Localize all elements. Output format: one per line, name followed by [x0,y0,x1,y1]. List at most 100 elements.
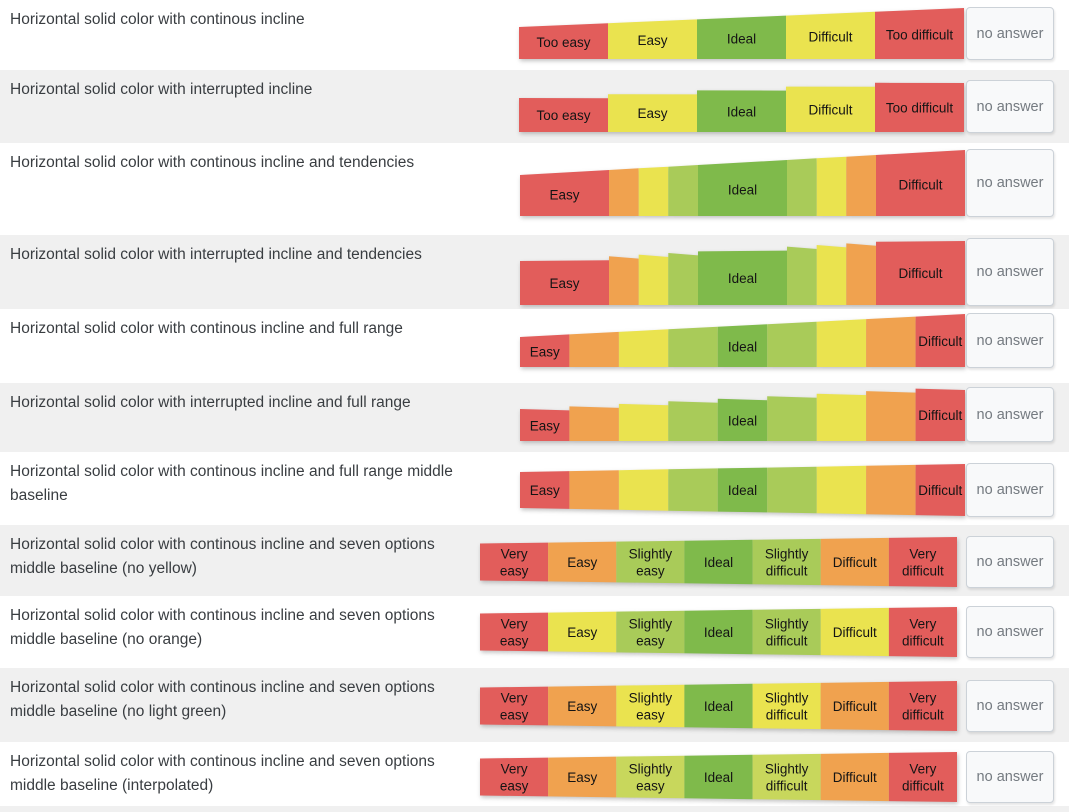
scale-option-unlabeled[interactable] [816,245,847,305]
scale-option-unlabeled[interactable] [668,326,718,367]
scale-option-slightly-difficult[interactable] [752,538,821,586]
no-answer-button[interactable]: no answer [966,680,1054,732]
scale-option-very-difficult[interactable] [888,537,957,587]
scale-option-ideal[interactable] [717,467,768,513]
scale-option-slightly-difficult[interactable] [752,682,821,730]
no-answer-button[interactable]: no answer [966,149,1054,217]
scale-option-unlabeled[interactable] [668,253,698,305]
scale-option-unlabeled[interactable] [609,256,639,305]
scale-option-unlabeled[interactable] [767,466,817,514]
scale-option-very-difficult[interactable] [888,681,957,731]
scale-option-unlabeled[interactable] [569,470,619,510]
no-answer-button[interactable]: no answer [966,606,1054,658]
scale-option-difficult[interactable] [915,464,965,516]
scale-option-slightly-easy[interactable] [616,610,685,654]
scale-option-easy[interactable] [548,541,617,583]
scale-option-easy[interactable] [520,334,570,367]
scale-option-slightly-difficult[interactable] [752,608,821,656]
scale-option-unlabeled[interactable] [816,393,867,441]
scale-option-unlabeled[interactable] [638,166,669,216]
scale-option-ideal[interactable] [684,609,753,655]
scale-option-unlabeled[interactable] [866,464,916,516]
scale-option-unlabeled[interactable] [668,165,698,216]
scale-option-easy[interactable] [520,471,570,509]
scale-option-unlabeled[interactable] [638,254,669,305]
scale-option-label: Easy [567,699,597,714]
scale-option-too-difficult[interactable] [875,8,964,59]
scale-option-difficult[interactable] [786,11,875,60]
scale-option-ideal[interactable] [698,160,787,216]
scale-option-difficult[interactable] [820,607,889,657]
scale-option-label: Ideal [704,625,733,640]
scale-option-slightly-easy[interactable] [616,755,685,799]
no-answer-button[interactable]: no answer [966,751,1054,803]
scale-option-ideal[interactable] [717,324,768,367]
scale-option-very-difficult[interactable] [888,607,957,657]
scale-option-unlabeled[interactable] [866,391,916,441]
scale-option-too-difficult[interactable] [875,82,964,132]
scale-option-very-easy[interactable] [480,686,549,726]
scale-option-ideal[interactable] [684,754,753,800]
scale-option-difficult[interactable] [876,241,965,305]
scale-option-unlabeled[interactable] [668,401,718,441]
scale-option-unlabeled[interactable] [787,158,817,216]
scale-option-unlabeled[interactable] [787,246,817,305]
scale-option-slightly-difficult[interactable] [752,753,821,801]
scale-option-easy[interactable] [548,685,617,727]
scale-option-unlabeled[interactable] [569,331,619,367]
scale-option-very-easy[interactable] [480,757,549,797]
scale-option-very-easy[interactable] [480,612,549,652]
scale-option-difficult[interactable] [820,537,889,587]
scale-option-unlabeled[interactable] [816,319,867,367]
scale-option-unlabeled[interactable] [866,316,916,367]
scale-option-ideal[interactable] [697,90,786,132]
scale-option-unlabeled[interactable] [816,465,867,515]
scale-option-unlabeled[interactable] [846,155,876,216]
scale-option-easy[interactable] [520,409,570,441]
scale-option-ideal[interactable] [684,683,753,729]
scale-option-unlabeled[interactable] [609,168,639,216]
no-answer-button[interactable]: no answer [966,238,1054,306]
scale-option-label: Difficult [833,770,877,785]
scale-option-difficult[interactable] [915,314,965,367]
scale-option-easy[interactable] [520,170,609,216]
no-answer-button[interactable]: no answer [966,313,1054,368]
scale-option-easy[interactable] [608,94,697,132]
scale-option-unlabeled[interactable] [668,468,718,512]
scale-option-unlabeled[interactable] [767,321,817,367]
scale-option-difficult[interactable] [876,150,965,216]
scale-option-difficult[interactable] [915,388,965,441]
no-answer-button[interactable]: no answer [966,387,1054,442]
scale-option-ideal[interactable] [684,539,753,585]
no-answer-button[interactable]: no answer [966,80,1054,133]
scale-option-easy[interactable] [548,611,617,653]
no-answer-button[interactable]: no answer [966,536,1054,588]
scale-option-unlabeled[interactable] [618,329,669,367]
scale-option-difficult[interactable] [820,681,889,731]
scale-option-easy[interactable] [520,260,609,305]
scale-option-very-easy[interactable] [480,542,549,582]
scale-option-slightly-easy[interactable] [616,540,685,584]
scale-option-unlabeled[interactable] [767,396,817,441]
scale-option-difficult[interactable] [786,86,875,132]
scale-option-unlabeled[interactable] [618,403,669,441]
scale-option-slightly-easy[interactable] [616,684,685,728]
row-title: Horizontal solid color with continous in… [10,11,305,28]
scale-option-too-easy[interactable] [519,98,608,132]
scale-option-easy[interactable] [548,756,617,798]
scale-option-ideal[interactable] [717,398,768,441]
scale-option-unlabeled[interactable] [816,156,847,216]
scale-option-too-easy[interactable] [519,23,608,59]
scale-option-ideal[interactable] [697,15,786,60]
no-answer-button[interactable]: no answer [966,7,1054,60]
scale-option-very-difficult[interactable] [888,752,957,802]
scale-option-ideal[interactable] [698,250,787,305]
scale-option-unlabeled[interactable] [618,469,669,511]
no-answer-button[interactable]: no answer [966,463,1054,517]
scale-option-unlabeled[interactable] [846,243,876,305]
scale-option-difficult[interactable] [820,752,889,802]
scale-option-label: Difficult [918,408,962,423]
scale-option-unlabeled[interactable] [569,406,619,441]
scale-option-easy[interactable] [608,19,697,59]
